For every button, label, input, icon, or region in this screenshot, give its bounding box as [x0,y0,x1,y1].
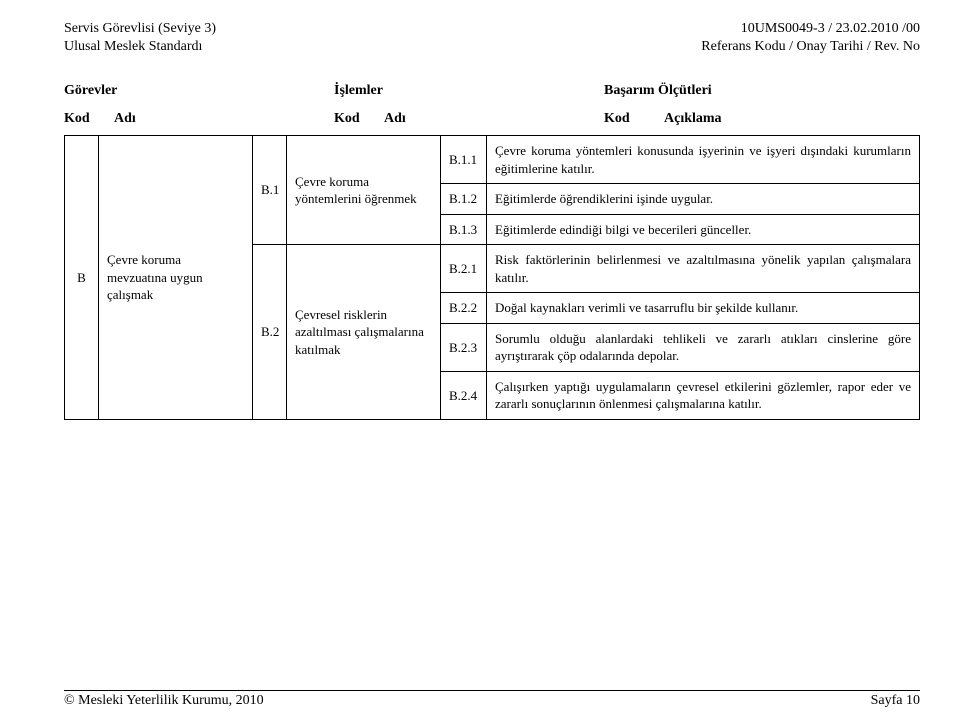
olcu-kod: B.2.1 [449,261,477,276]
footer-right: Sayfa 10 [871,693,920,709]
subheading-adi1: Adı [114,111,334,127]
olcu-metin: Sorumlu olduğu alanlardaki tehlikeli ve … [495,331,911,364]
olcu-kod: B.2.2 [449,300,477,315]
olcu-kod-cell: B.1.1 [441,136,487,184]
header-left: Servis Görevlisi (Seviye 3) Ulusal Mesle… [64,20,216,55]
olcu-kod-cell: B.2.1 [441,245,487,293]
islem-kod: B.2 [261,324,279,339]
olcu-metin-cell: Sorumlu olduğu alanlardaki tehlikeli ve … [487,323,920,371]
olcu-metin: Çalışırken yaptığı uygulamaların çevrese… [495,379,911,412]
header-left-line1: Servis Görevlisi (Seviye 3) [64,20,216,38]
olcu-kod: B.2.3 [449,340,477,355]
islem-adi-cell: Çevresel risklerin azaltılması çalışmala… [287,245,441,420]
olcu-metin-cell: Risk faktörlerinin belirlenmesi ve azalt… [487,245,920,293]
olcu-metin: Risk faktörlerinin belirlenmesi ve azalt… [495,252,911,285]
gorev-kod: B [77,270,86,285]
page-footer: © Mesleki Yeterlilik Kurumu, 2010 Sayfa … [64,690,920,709]
olcu-metin: Çevre koruma yöntemleri konusunda işyeri… [495,143,911,176]
page: Servis Görevlisi (Seviye 3) Ulusal Mesle… [0,0,960,725]
subheading-adi2: Adı [384,111,604,127]
page-header: Servis Görevlisi (Seviye 3) Ulusal Mesle… [64,20,920,55]
header-right: 10UMS0049-3 / 23.02.2010 /00 Referans Ko… [701,20,920,55]
islem-adi-cell: Çevre koruma yöntemlerini öğrenmek [287,136,441,245]
olcu-metin-cell: Çevre koruma yöntemleri konusunda işyeri… [487,136,920,184]
olcu-kod-cell: B.2.4 [441,371,487,419]
olcu-kod: B.2.4 [449,388,477,403]
gorev-kod-cell: B [65,136,99,420]
subheading-aciklama: Açıklama [664,111,920,127]
islem-kod: B.1 [261,182,279,197]
gorev-adi-cell: Çevre koruma mevzuatına uygun çalışmak [99,136,253,420]
olcu-metin-cell: Çalışırken yaptığı uygulamaların çevrese… [487,371,920,419]
heading-gorevler: Görevler [64,83,214,99]
table-row: B Çevre koruma mevzuatına uygun çalışmak… [65,136,920,184]
subheading-kod2: Kod [334,111,384,127]
subheading-kod1: Kod [64,111,114,127]
olcu-metin: Eğitimlerde öğrendiklerini işinde uygula… [495,191,713,206]
criteria-table: B Çevre koruma mevzuatına uygun çalışmak… [64,135,920,420]
section-headings: Görevler İşlemler Başarım Ölçütleri [64,83,920,99]
olcu-kod-cell: B.2.2 [441,293,487,324]
olcu-metin-cell: Doğal kaynakları verimli ve tasarruflu b… [487,293,920,324]
heading-islemler: İşlemler [334,83,484,99]
heading-basarim: Başarım Ölçütleri [604,83,920,99]
olcu-metin-cell: Eğitimlerde öğrendiklerini işinde uygula… [487,184,920,215]
olcu-kod-cell: B.1.3 [441,214,487,245]
olcu-metin: Doğal kaynakları verimli ve tasarruflu b… [495,300,798,315]
olcu-kod-cell: B.1.2 [441,184,487,215]
olcu-metin-cell: Eğitimlerde edindiği bilgi ve becerileri… [487,214,920,245]
olcu-metin: Eğitimlerde edindiği bilgi ve becerileri… [495,222,751,237]
olcu-kod: B.1.1 [449,152,477,167]
header-right-line1: 10UMS0049-3 / 23.02.2010 /00 [701,20,920,38]
islem-kod-cell: B.1 [253,136,287,245]
olcu-kod: B.1.2 [449,191,477,206]
header-left-line2: Ulusal Meslek Standardı [64,38,216,56]
olcu-kod: B.1.3 [449,222,477,237]
header-right-line2: Referans Kodu / Onay Tarihi / Rev. No [701,38,920,56]
islem-kod-cell: B.2 [253,245,287,420]
footer-left: © Mesleki Yeterlilik Kurumu, 2010 [64,693,264,709]
olcu-kod-cell: B.2.3 [441,323,487,371]
sub-headings: Kod Adı Kod Adı Kod Açıklama [64,111,920,127]
subheading-kod3: Kod [604,111,664,127]
gorev-adi: Çevre koruma mevzuatına uygun çalışmak [107,252,203,302]
islem-adi: Çevresel risklerin azaltılması çalışmala… [295,307,424,357]
islem-adi: Çevre koruma yöntemlerini öğrenmek [295,174,417,207]
